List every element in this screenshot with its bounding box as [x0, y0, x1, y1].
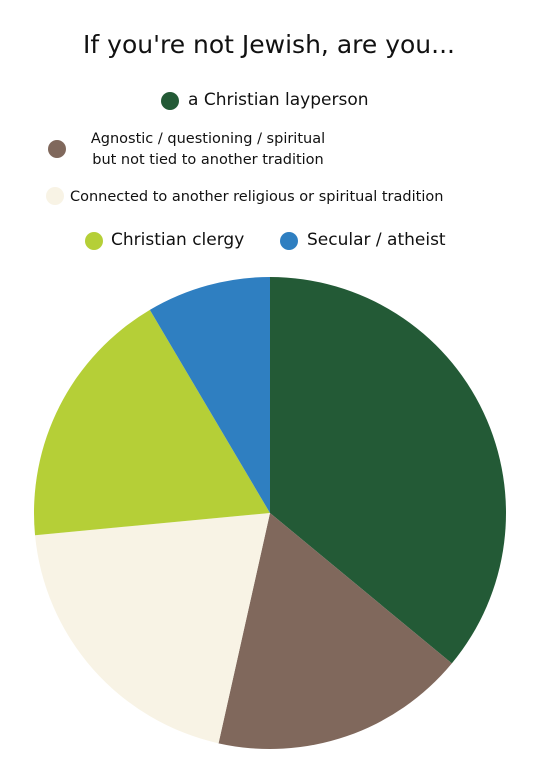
legend-swatch: [85, 232, 103, 250]
legend-label: Connected to another religious or spirit…: [70, 189, 444, 205]
chart-title: If you're not Jewish, are you...: [83, 30, 455, 59]
pie-slice: [218, 513, 452, 749]
legend-swatch: [48, 140, 66, 158]
legend-swatch: [280, 232, 298, 250]
legend-swatch: [46, 187, 64, 205]
legend-label: Secular / atheist: [307, 230, 446, 250]
legend-label: a Christian layperson: [188, 90, 369, 110]
legend-swatch: [161, 92, 179, 110]
legend-label: Agnostic / questioning / spiritual but n…: [90, 131, 326, 168]
legend-label: Christian clergy: [111, 230, 245, 250]
pie-slice: [35, 513, 270, 744]
pie-slice: [270, 277, 507, 664]
pie-slice: [149, 277, 270, 513]
pie-slice: [34, 309, 271, 536]
